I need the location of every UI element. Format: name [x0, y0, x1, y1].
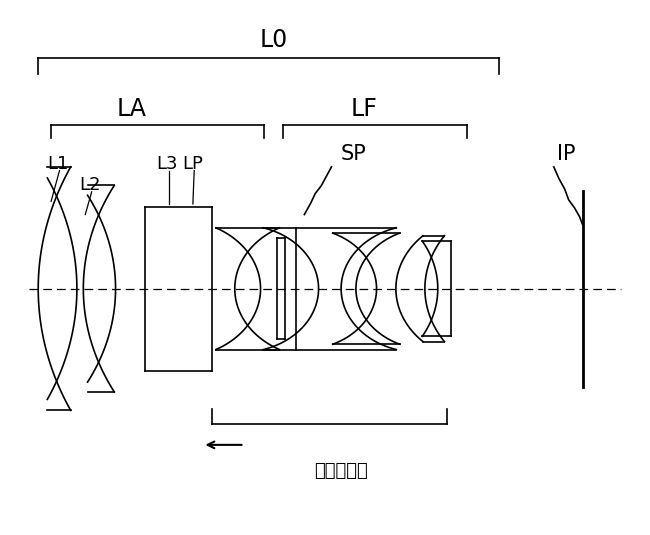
Text: L2: L2 [79, 177, 101, 194]
Text: L1: L1 [47, 155, 68, 173]
Text: LF: LF [350, 97, 377, 121]
Text: L0: L0 [259, 28, 287, 52]
Text: LP: LP [183, 155, 203, 173]
Text: SP: SP [341, 144, 367, 164]
Text: LA: LA [117, 97, 147, 121]
Text: L3: L3 [157, 155, 178, 173]
Text: フォーカス: フォーカス [314, 462, 368, 480]
Text: IP: IP [558, 144, 576, 164]
